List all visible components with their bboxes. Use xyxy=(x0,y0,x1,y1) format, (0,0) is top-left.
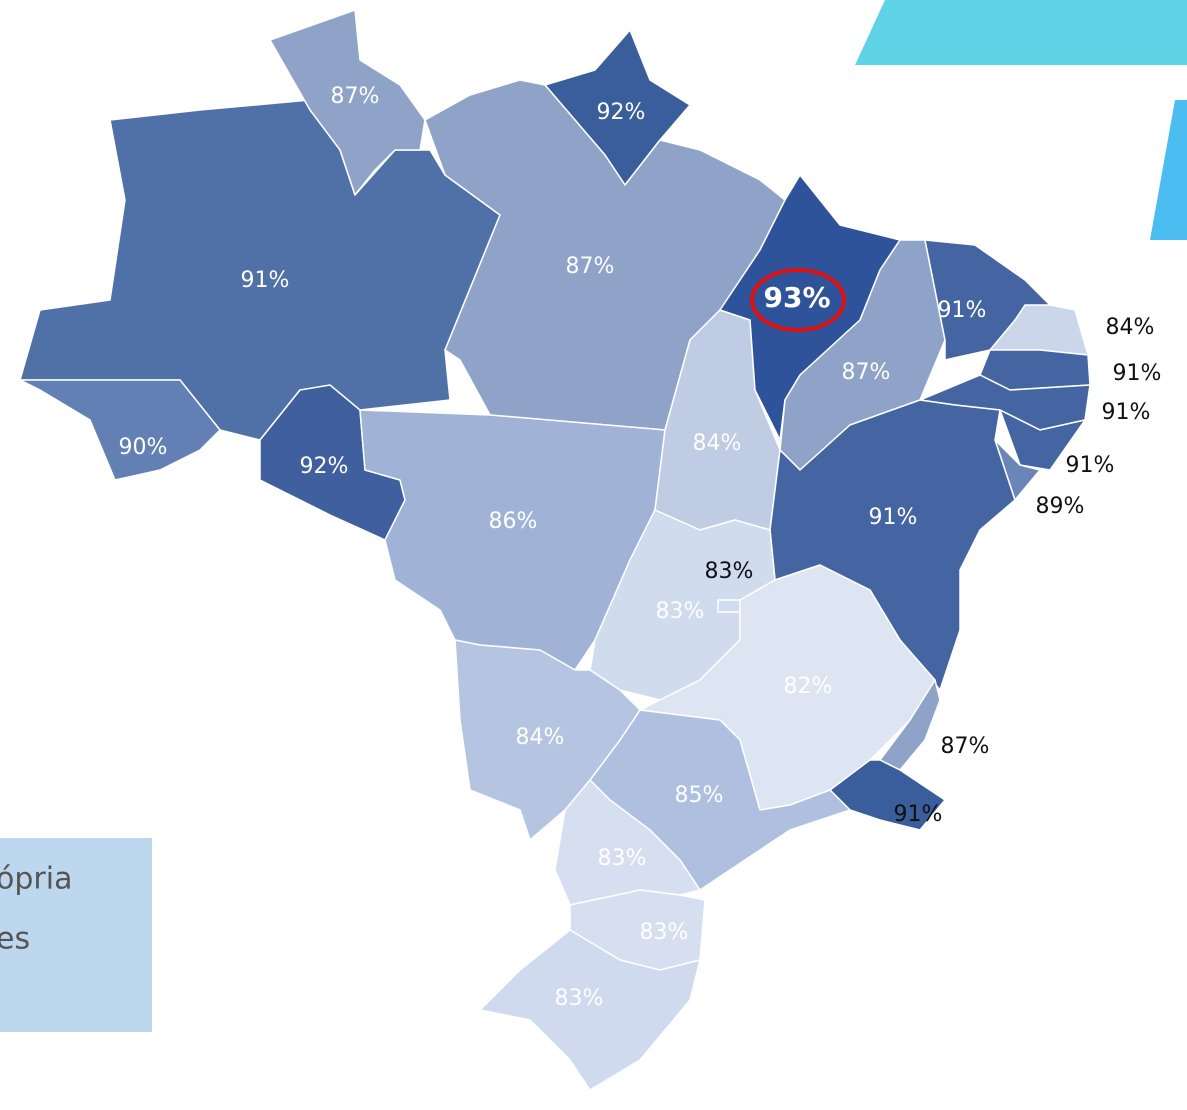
region-label: 90% xyxy=(119,435,168,460)
region-label: 84% xyxy=(693,431,742,456)
state-ms xyxy=(454,639,641,841)
region-label: 87% xyxy=(842,360,891,385)
region-label: 91% xyxy=(1066,453,1115,478)
state-ba xyxy=(769,399,1016,691)
region-label: 87% xyxy=(331,84,380,109)
region-label: 92% xyxy=(300,454,349,479)
region-label: 93% xyxy=(763,281,830,314)
state-pr xyxy=(554,779,701,906)
region-label: 86% xyxy=(489,509,538,534)
state-ac xyxy=(19,379,221,481)
state-rs xyxy=(479,929,701,1091)
region-label: 85% xyxy=(675,783,724,808)
decor-shape xyxy=(855,0,1187,65)
region-label: 83% xyxy=(640,920,689,945)
note-box xyxy=(0,838,152,1032)
region-label: 87% xyxy=(566,254,615,279)
region-label: 91% xyxy=(938,298,987,323)
region-label: 84% xyxy=(516,725,565,750)
note-line: es xyxy=(0,922,30,957)
region-label: 82% xyxy=(784,674,833,699)
highlight-circle xyxy=(750,268,846,332)
states xyxy=(19,9,1091,1091)
region-label: 87% xyxy=(941,734,990,759)
region-label: 83% xyxy=(656,599,705,624)
state-al xyxy=(999,409,1086,471)
region-label: 83% xyxy=(705,559,754,584)
region-label: 92% xyxy=(597,100,646,125)
region-label: 89% xyxy=(1036,494,1085,519)
region-label: 91% xyxy=(869,505,918,530)
decor-shape xyxy=(1150,100,1187,240)
region-label: 91% xyxy=(1102,400,1151,425)
region-label: 83% xyxy=(598,846,647,871)
region-label: 84% xyxy=(1106,315,1155,340)
region-label: 91% xyxy=(241,268,290,293)
labels: 87% 92% 91% 87% 93% 91% 87% 84% 91% 91% … xyxy=(119,84,1162,1011)
state-rr xyxy=(269,9,426,196)
region-label: 91% xyxy=(894,802,943,827)
region-label: 83% xyxy=(555,986,604,1011)
note-line: ópria xyxy=(0,862,72,897)
region-label: 91% xyxy=(1113,361,1162,386)
